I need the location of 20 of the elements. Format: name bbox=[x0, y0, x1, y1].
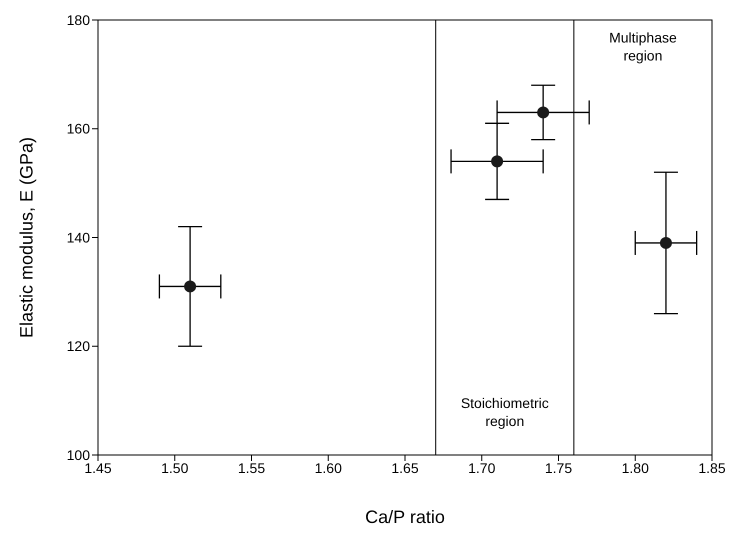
y-tick-label: 160 bbox=[66, 120, 90, 137]
y-tick-label: 120 bbox=[66, 338, 90, 354]
point bbox=[537, 106, 550, 118]
annotation: Multiphase region bbox=[609, 29, 677, 64]
x-tick-label: 1.70 bbox=[468, 460, 496, 476]
x-tick-label: 1.60 bbox=[314, 460, 342, 476]
x-tick-label: 1.75 bbox=[544, 460, 572, 476]
point bbox=[491, 155, 504, 168]
x-axis-title: Ca/P ratio bbox=[365, 507, 445, 527]
x-tick-label: 1.80 bbox=[622, 460, 650, 476]
x-tick-label: 1.50 bbox=[161, 460, 189, 476]
x-tick-label: 1.55 bbox=[238, 460, 266, 476]
x-tick-label: 1.85 bbox=[698, 460, 726, 476]
y-axis-title: Elastic modulus, E (GPa) bbox=[16, 136, 36, 338]
x-tick-label: 1.65 bbox=[391, 460, 419, 476]
y-tick-label: 180 bbox=[66, 12, 90, 28]
y-tick-label: 140 bbox=[66, 229, 90, 246]
point bbox=[660, 236, 672, 249]
point bbox=[184, 280, 196, 292]
annotation: Stoichiometric region bbox=[460, 394, 549, 429]
